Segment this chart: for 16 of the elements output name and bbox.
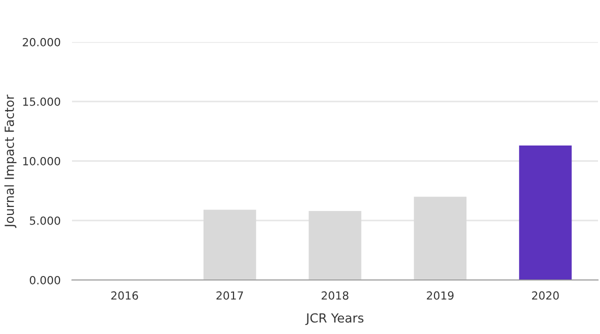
y-tick-label: 20.000 xyxy=(22,38,60,46)
y-tick-label: 10.000 xyxy=(23,156,60,166)
y-axis-title: Journal Impact Factor xyxy=(4,94,16,228)
x-tick-label: 2019 xyxy=(426,291,454,300)
y-tick-label: 15.000 xyxy=(23,97,60,106)
x-tick-label: 2018 xyxy=(322,291,348,300)
bar xyxy=(204,210,256,280)
y-tick-label: 5.000 xyxy=(30,216,60,225)
x-tick-label: 2020 xyxy=(532,291,559,300)
bar xyxy=(414,196,466,280)
bar xyxy=(308,210,362,280)
bar xyxy=(519,146,572,280)
x-axis-title: JCR Years xyxy=(305,313,364,325)
x-tick-label: 2017 xyxy=(216,291,243,300)
y-tick-label: 0.000 xyxy=(30,276,60,284)
x-tick-label: 2016 xyxy=(111,291,138,300)
